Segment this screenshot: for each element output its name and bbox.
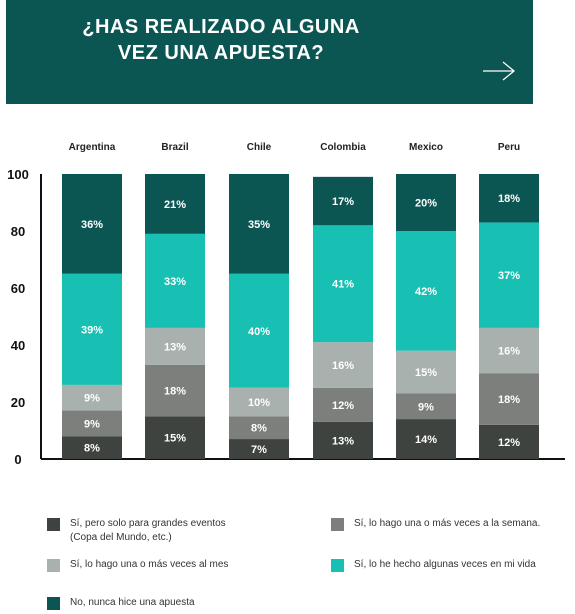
data-label: 12% bbox=[498, 437, 520, 449]
data-label: 8% bbox=[251, 423, 267, 435]
bar-segment bbox=[479, 373, 539, 425]
bar-segment bbox=[396, 174, 456, 231]
arrow-right-icon bbox=[483, 61, 516, 81]
data-label: 16% bbox=[498, 346, 520, 358]
bar-segment bbox=[62, 174, 122, 274]
category-label: Brazil bbox=[161, 142, 188, 153]
y-tick-label: 0 bbox=[14, 452, 21, 467]
legend-label: No, nunca hice una apuesta bbox=[70, 597, 195, 608]
legend-item: Sí, lo hago una o más veces al mes bbox=[47, 558, 228, 572]
bar-segment bbox=[145, 327, 205, 365]
category-label: Peru bbox=[498, 142, 520, 153]
data-label: 18% bbox=[498, 193, 520, 205]
legend-label: Sí, pero solo para grandes eventos (Copa… bbox=[70, 518, 226, 543]
bar-segment bbox=[62, 410, 122, 437]
category-label: Colombia bbox=[320, 142, 366, 153]
bar-segment bbox=[313, 342, 373, 388]
category-label: Argentina bbox=[69, 142, 116, 153]
bar-segment bbox=[396, 419, 456, 459]
data-label: 17% bbox=[332, 196, 354, 208]
bar-segment bbox=[313, 176, 373, 226]
bar-segment bbox=[229, 273, 289, 388]
data-label: 18% bbox=[498, 394, 520, 406]
data-label: 40% bbox=[248, 326, 270, 338]
legend-swatch bbox=[331, 559, 344, 572]
y-tick-label: 80 bbox=[11, 224, 25, 239]
bar-segment bbox=[313, 387, 373, 422]
data-label: 9% bbox=[84, 418, 100, 430]
chart-title-line-1: ¿HAS REALIZADO ALGUNA bbox=[82, 16, 360, 38]
legend-swatch bbox=[47, 559, 60, 572]
legend-item: Sí, pero solo para grandes eventos (Copa… bbox=[47, 517, 226, 545]
data-label: 14% bbox=[415, 434, 437, 446]
bar-segment bbox=[479, 222, 539, 328]
bar-segment bbox=[145, 364, 205, 417]
legend-label: Sí, lo hago una o más veces al mes bbox=[70, 559, 229, 570]
bar-segment bbox=[396, 350, 456, 394]
bar-segment bbox=[62, 436, 122, 459]
data-label: 37% bbox=[498, 270, 520, 282]
data-label: 10% bbox=[248, 397, 270, 409]
bar-segment bbox=[229, 416, 289, 440]
data-label: 21% bbox=[164, 199, 186, 211]
bar-segment bbox=[313, 225, 373, 343]
chart-title-line-2: VEZ UNA APUESTA? bbox=[117, 42, 325, 64]
legend-label: Sí, lo he hecho algunas veces en mi vida bbox=[354, 559, 536, 570]
bar-segment bbox=[479, 174, 539, 223]
y-tick-label: 60 bbox=[11, 281, 25, 296]
legend-item: No, nunca hice una apuesta bbox=[47, 596, 195, 610]
data-label: 41% bbox=[332, 279, 354, 291]
legend-item: Sí, lo hago una o más veces a la semana. bbox=[331, 517, 540, 531]
bar-segment bbox=[396, 231, 456, 351]
legend-swatch bbox=[331, 518, 344, 531]
bar-segment bbox=[479, 327, 539, 374]
data-label: 16% bbox=[332, 360, 354, 372]
data-label: 39% bbox=[81, 324, 103, 336]
bar-segment bbox=[62, 273, 122, 385]
data-label: 18% bbox=[164, 386, 186, 398]
legend-item: Sí, lo he hecho algunas veces en mi vida bbox=[331, 558, 536, 572]
bar-segment bbox=[479, 424, 539, 459]
y-tick-label: 100 bbox=[7, 167, 29, 182]
data-label: 13% bbox=[332, 435, 354, 447]
bar-segment bbox=[145, 416, 205, 459]
bar-segment bbox=[229, 387, 289, 417]
title-banner: ¿HAS REALIZADO ALGUNA VEZ UNA APUESTA? bbox=[6, 0, 533, 104]
stacked-bar-chart: 0 20 40 60 80 100 Argentina Brazil Chile Colombia… bbox=[7, 142, 565, 467]
data-label: 9% bbox=[418, 401, 434, 413]
data-label: 20% bbox=[415, 198, 437, 210]
data-label: 36% bbox=[81, 219, 103, 231]
data-label: 7% bbox=[251, 444, 267, 456]
y-tick-label: 20 bbox=[11, 395, 25, 410]
data-label: 15% bbox=[415, 367, 437, 379]
data-label: 9% bbox=[84, 393, 100, 405]
legend-swatch bbox=[47, 597, 60, 610]
data-label: 42% bbox=[415, 286, 437, 298]
data-label: 13% bbox=[164, 341, 186, 353]
bar-segment bbox=[313, 421, 373, 459]
bar-segment bbox=[396, 393, 456, 420]
bar-segment bbox=[229, 439, 289, 459]
y-tick-label: 40 bbox=[11, 338, 25, 353]
data-label: 12% bbox=[332, 400, 354, 412]
data-label: 8% bbox=[84, 443, 100, 455]
bar-segment bbox=[229, 174, 289, 274]
data-label: 33% bbox=[164, 276, 186, 288]
legend-swatch bbox=[47, 518, 60, 531]
bar-segment bbox=[145, 233, 205, 328]
data-label: 35% bbox=[248, 219, 270, 231]
bar-segment bbox=[145, 174, 205, 234]
data-label: 15% bbox=[164, 433, 186, 445]
bar-segment bbox=[62, 384, 122, 411]
category-label: Mexico bbox=[409, 142, 443, 153]
category-label: Chile bbox=[247, 142, 272, 153]
legend-label: Sí, lo hago una o más veces a la semana. bbox=[354, 518, 541, 529]
